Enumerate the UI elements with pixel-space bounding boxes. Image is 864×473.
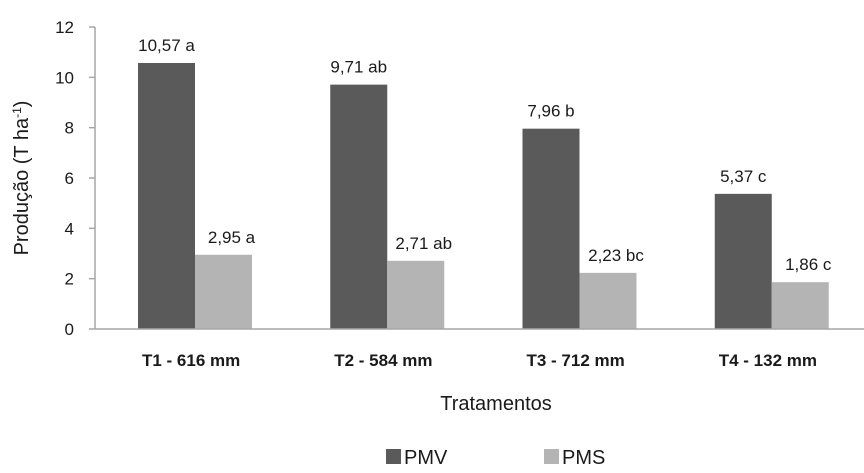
x-category-label: T3 - 712 mm [526,351,624,370]
y-axis-title: Produção (T ha-1) [10,101,33,256]
x-category-label: T1 - 616 mm [142,351,240,370]
legend-swatch-pms [544,449,559,464]
y-tick-label: 10 [55,68,74,87]
x-category-label: T4 - 132 mm [719,351,817,370]
x-category-label: T2 - 584 mm [334,351,432,370]
y-tick-label: 12 [55,18,74,37]
bar-pms-2 [387,260,445,329]
y-axis-ticks: 0 2 4 6 8 10 12 [55,18,95,339]
legend-label-pmv: PMV [404,447,448,469]
data-label-pmv-2: 9,71 ab [330,58,387,77]
bar-pms-4 [771,282,829,329]
data-labels: 10,57 a 2,95 a 9,71 ab 2,71 ab 7,96 b 2,23 bc… [138,36,832,274]
bar-pmv-1 [138,62,195,329]
bar-pmv-3 [522,128,580,329]
legend-swatch-pmv [386,449,401,464]
legend: PMV PMS [386,447,605,469]
bar-pmv-2 [330,84,388,329]
data-label-pmv-3: 7,96 b [527,102,574,121]
x-axis-categories: T1 - 616 mm T2 - 584 mm T3 - 712 mm T4 - 13… [142,351,817,370]
y-tick-label: 8 [65,119,74,138]
data-label-pms-2: 2,71 ab [395,234,452,253]
data-label-pmv-1: 10,57 a [138,36,195,55]
y-tick-label: 2 [65,270,74,289]
data-label-pms-1: 2,95 a [208,228,256,247]
bar-pms-1 [195,254,252,329]
data-label-pms-4: 1,86 c [785,255,832,274]
y-tick-label: 6 [65,169,74,188]
data-label-pms-3: 2,23 bc [588,246,644,265]
x-axis-title: Tratamentos [440,393,552,415]
data-label-pmv-4: 5,37 c [720,167,767,186]
bar-pms-3 [579,272,637,329]
legend-label-pms: PMS [562,447,605,469]
bar-pmv-4 [714,193,772,329]
y-tick-label: 4 [65,219,74,238]
bars [138,62,829,329]
y-tick-label: 0 [65,320,74,339]
